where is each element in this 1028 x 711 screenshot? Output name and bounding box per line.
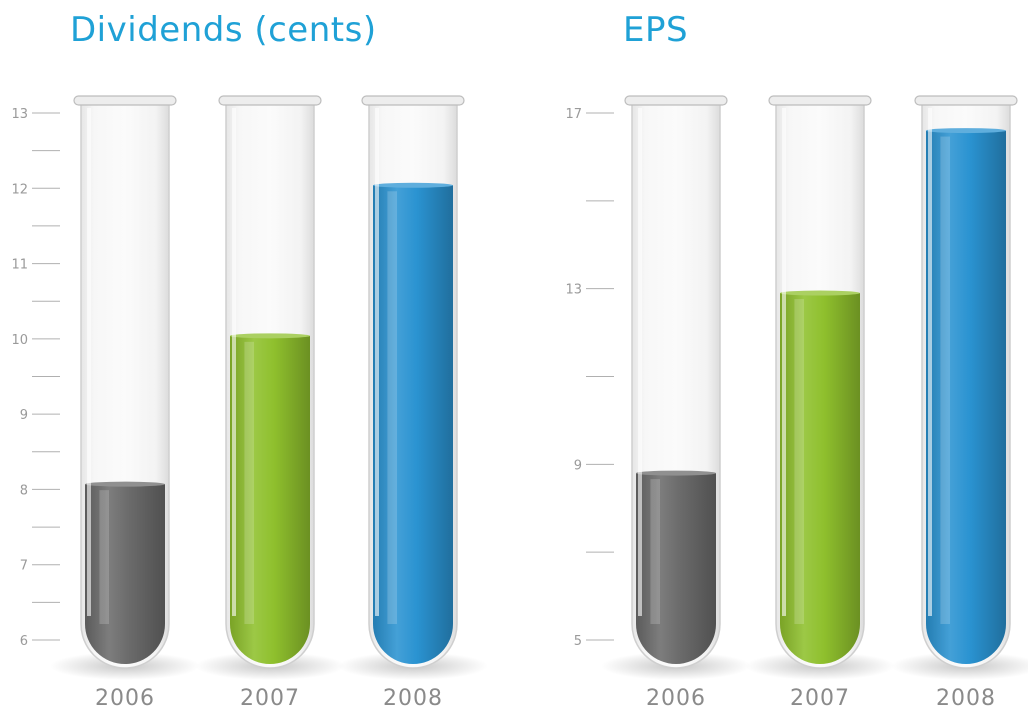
y-tick-label: 11 <box>11 258 28 273</box>
y-tick-label: 17 <box>565 107 582 122</box>
y-tick-label: 10 <box>11 333 28 348</box>
tube-rim <box>218 95 322 106</box>
y-tick-label: 8 <box>20 483 28 498</box>
bar-2007 <box>230 335 310 664</box>
y-tick-label: 9 <box>20 408 28 423</box>
tube-rim <box>768 95 872 106</box>
y-tick-label: 12 <box>11 182 28 197</box>
liquid-surface <box>85 481 165 487</box>
liquid-highlight <box>794 299 804 624</box>
liquid-highlight <box>244 341 254 624</box>
x-label-2008: 2008 <box>936 686 996 711</box>
eps-title: EPS <box>623 10 689 50</box>
liquid-surface <box>373 182 453 188</box>
dividends-title: Dividends (cents) <box>70 10 377 50</box>
tube-rim <box>361 95 465 106</box>
glass-highlight <box>375 108 379 616</box>
x-label-2007: 2007 <box>790 686 850 711</box>
y-tick-label: 13 <box>565 283 582 298</box>
x-label-2006: 2006 <box>646 686 706 711</box>
tube-rim <box>73 95 177 106</box>
liquid-surface <box>636 470 716 476</box>
bar-2006 <box>85 484 165 664</box>
liquid-highlight <box>650 479 660 624</box>
glass-highlight <box>782 108 786 616</box>
y-tick-label: 13 <box>11 107 28 122</box>
tube-rim <box>914 95 1018 106</box>
tube-rim <box>624 95 728 106</box>
bar-2007 <box>780 293 860 664</box>
bar-2006 <box>636 473 716 664</box>
liquid-highlight <box>940 136 950 625</box>
liquid-surface <box>926 128 1006 134</box>
y-tick-label: 5 <box>574 634 582 649</box>
x-label-2007: 2007 <box>240 686 300 711</box>
y-tick-label: 6 <box>20 634 28 649</box>
bar-2008 <box>373 185 453 664</box>
x-label-2006: 2006 <box>95 686 155 711</box>
liquid-surface <box>780 290 860 296</box>
glass-highlight <box>87 108 91 616</box>
glass-highlight <box>928 108 932 616</box>
x-label-2008: 2008 <box>383 686 443 711</box>
bar-2008 <box>926 130 1006 665</box>
y-tick-label: 9 <box>574 458 582 473</box>
liquid-surface <box>230 333 310 339</box>
glass-highlight <box>232 108 236 616</box>
liquid-highlight <box>99 490 109 624</box>
liquid-highlight <box>387 191 397 624</box>
glass-highlight <box>638 108 642 616</box>
y-tick-label: 7 <box>20 559 28 574</box>
